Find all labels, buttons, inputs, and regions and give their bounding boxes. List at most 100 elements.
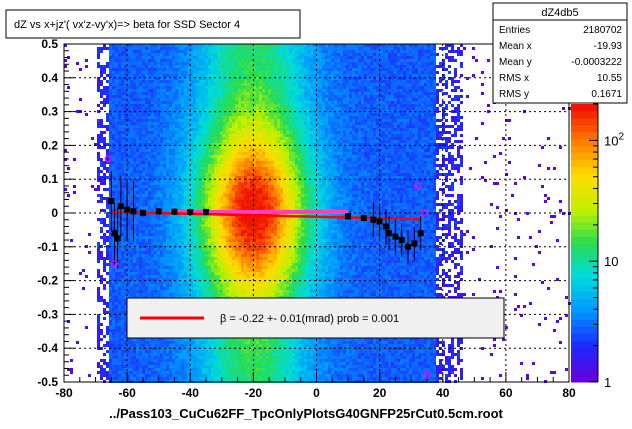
heatmap-cell bbox=[247, 167, 250, 170]
heatmap-cell bbox=[106, 149, 109, 152]
heatmap-cell bbox=[394, 53, 397, 56]
heatmap-cell bbox=[313, 146, 316, 149]
heatmap-cell bbox=[196, 50, 199, 53]
heatmap-cell bbox=[358, 56, 361, 59]
heatmap-cell bbox=[259, 158, 262, 161]
heatmap-cell bbox=[295, 149, 298, 152]
heatmap-cell bbox=[112, 110, 115, 113]
heatmap-cell bbox=[199, 92, 202, 95]
heatmap-cell bbox=[376, 128, 379, 131]
heatmap-cell bbox=[448, 125, 451, 128]
heatmap-cell bbox=[361, 68, 364, 71]
heatmap-cell bbox=[376, 107, 379, 110]
heatmap-cell bbox=[250, 149, 253, 152]
heatmap-cell bbox=[202, 62, 205, 65]
heatmap-cell bbox=[289, 86, 292, 89]
heatmap-cell bbox=[289, 74, 292, 77]
heatmap-cell bbox=[325, 104, 328, 107]
heatmap-cell bbox=[406, 113, 409, 116]
heatmap-cell bbox=[403, 47, 406, 50]
heatmap-cell bbox=[343, 101, 346, 104]
heatmap-cell bbox=[310, 83, 313, 86]
heatmap-cell bbox=[379, 128, 382, 131]
heatmap-cell bbox=[445, 56, 448, 59]
heatmap-cell bbox=[286, 125, 289, 128]
heatmap-cell bbox=[202, 56, 205, 59]
heatmap-cell bbox=[340, 71, 343, 74]
heatmap-cell bbox=[124, 140, 127, 143]
heatmap-cell bbox=[256, 89, 259, 92]
heatmap-cell bbox=[328, 74, 331, 77]
heatmap-cell bbox=[445, 164, 448, 167]
heatmap-cell bbox=[430, 128, 433, 131]
heatmap-cell bbox=[163, 131, 166, 134]
heatmap-cell bbox=[331, 50, 334, 53]
heatmap-cell bbox=[340, 80, 343, 83]
heatmap-cell bbox=[301, 56, 304, 59]
heatmap-cell bbox=[136, 107, 139, 110]
heatmap-cell bbox=[262, 143, 265, 146]
heatmap-cell bbox=[211, 128, 214, 131]
heatmap-cell bbox=[205, 122, 208, 125]
heatmap-cell bbox=[283, 119, 286, 122]
heatmap-cell bbox=[283, 167, 286, 170]
heatmap-cell bbox=[304, 140, 307, 143]
heatmap-cell bbox=[355, 137, 358, 140]
heatmap-cell bbox=[367, 107, 370, 110]
heatmap-cell bbox=[271, 62, 274, 65]
heatmap-cell bbox=[376, 44, 379, 47]
heatmap-cell bbox=[433, 116, 436, 119]
heatmap-cell bbox=[367, 143, 370, 146]
heatmap-cell bbox=[436, 149, 439, 152]
heatmap-cell bbox=[337, 62, 340, 65]
heatmap-cell bbox=[241, 161, 244, 164]
heatmap-cell bbox=[193, 65, 196, 68]
heatmap-cell bbox=[277, 59, 280, 62]
heatmap-cell bbox=[112, 164, 115, 167]
heatmap-cell bbox=[382, 53, 385, 56]
heatmap-cell bbox=[418, 68, 421, 71]
heatmap-cell bbox=[133, 68, 136, 71]
heatmap-cell bbox=[253, 143, 256, 146]
heatmap-cell bbox=[376, 86, 379, 89]
heatmap-cell bbox=[310, 47, 313, 50]
heatmap-cell bbox=[385, 83, 388, 86]
heatmap-cell bbox=[148, 113, 151, 116]
heatmap-cell bbox=[121, 140, 124, 143]
heatmap-cell bbox=[286, 44, 289, 47]
heatmap-cell bbox=[307, 59, 310, 62]
heatmap-cell bbox=[349, 47, 352, 50]
heatmap-cell bbox=[385, 146, 388, 149]
heatmap-cell bbox=[232, 122, 235, 125]
heatmap-cell bbox=[445, 44, 448, 47]
heatmap-cell bbox=[235, 146, 238, 149]
heatmap-cell bbox=[103, 125, 106, 128]
heatmap-cell bbox=[316, 80, 319, 83]
heatmap-cell bbox=[424, 68, 427, 71]
heatmap-cell bbox=[145, 128, 148, 131]
heatmap-cell bbox=[178, 113, 181, 116]
heatmap-cell bbox=[268, 59, 271, 62]
heatmap-cell bbox=[349, 56, 352, 59]
heatmap-cell bbox=[364, 101, 367, 104]
heatmap-cell bbox=[379, 116, 382, 119]
heatmap-cell bbox=[250, 131, 253, 134]
heatmap-cell bbox=[430, 119, 433, 122]
heatmap-cell bbox=[217, 68, 220, 71]
heatmap-cell bbox=[166, 65, 169, 68]
heatmap-cell bbox=[298, 152, 301, 155]
heatmap-cell bbox=[319, 95, 322, 98]
heatmap-cell bbox=[163, 101, 166, 104]
heatmap-cell bbox=[265, 137, 268, 140]
heatmap-cell bbox=[112, 167, 115, 170]
heatmap-cell bbox=[160, 98, 163, 101]
heatmap-cell bbox=[424, 80, 427, 83]
heatmap-cell bbox=[397, 68, 400, 71]
heatmap-cell bbox=[376, 146, 379, 149]
heatmap-cell bbox=[217, 125, 220, 128]
heatmap-cell bbox=[460, 125, 463, 128]
heatmap-cell bbox=[367, 98, 370, 101]
heatmap-cell bbox=[307, 167, 310, 170]
heatmap-cell bbox=[334, 164, 337, 167]
heatmap-cell bbox=[220, 59, 223, 62]
